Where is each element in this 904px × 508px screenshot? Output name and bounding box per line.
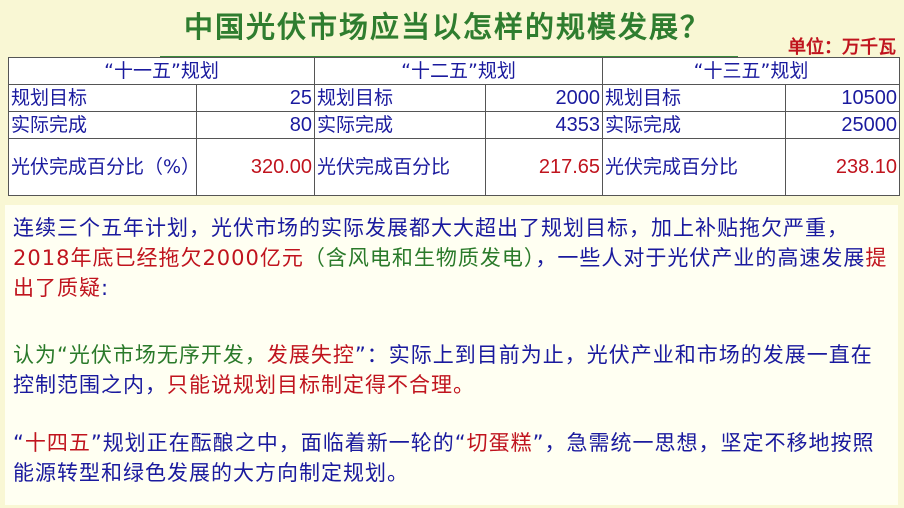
cell-value: 25 (196, 84, 315, 112)
table-row-target: 规划目标 25 规划目标 2000 规划目标 10500 (8, 84, 900, 112)
cell-value: 4353 (485, 111, 603, 139)
header-12th: “十二五”规划 (314, 57, 603, 85)
text-segment: 连续三个五年计划，光伏市场的实际发展都大大超出了规划目标，加上补贴拖欠严重， (13, 216, 849, 240)
cell-label: 规划目标 (314, 84, 486, 112)
cell-label: 实际完成 (602, 111, 786, 139)
text-segment: ”：实际上到目前为止，光伏产业和市场的发展一直在控制范围之内， (13, 343, 873, 397)
text-segment: 认为“光伏市场无序开发， (13, 343, 267, 367)
cell-value: 217.65 (485, 138, 603, 196)
text-segment: 2018年底已经拖欠2000亿元 (13, 246, 304, 270)
text-segment: 提出了质疑 (13, 246, 888, 300)
cell-label: 规划目标 (8, 84, 197, 112)
paragraph-3: “十四五”规划正在酝酿之中，面临着新一轮的“切蛋糕”，急需统一思想，坚定不移地按… (13, 428, 893, 488)
cell-label: 实际完成 (314, 111, 486, 139)
plan-table: “十一五”规划 “十二五”规划 “十三五”规划 规划目标 25 规划目标 200… (8, 57, 900, 196)
header-11th: “十一五”规划 (8, 57, 315, 85)
unit-label: 单位：万千瓦 (788, 37, 896, 58)
text-segment: 发展失控 (266, 343, 355, 367)
text-box (5, 205, 898, 505)
cell-label: 光伏完成百分比（%） (8, 138, 200, 196)
slide-title: 中国光伏市场应当以怎样的规模发展？ (183, 10, 711, 44)
text-segment: ”规划正在酝酿之中，面临着新一轮的“ (90, 431, 467, 455)
cell-label: 实际完成 (8, 111, 197, 139)
paragraph-2: 认为“光伏市场无序开发，发展失控”：实际上到目前为止，光伏产业和市场的发展一直在… (13, 340, 893, 400)
cell-value: 320.00 (196, 138, 315, 196)
cell-value: 25000 (785, 111, 900, 139)
table-header-row: “十一五”规划 “十二五”规划 “十三五”规划 (8, 57, 900, 85)
text-segment: : (101, 276, 110, 300)
cell-value: 238.10 (785, 138, 900, 196)
text-segment: （含风电和生物质发电） (303, 246, 536, 270)
text-segment: 切蛋糕 (466, 431, 533, 455)
text-segment: ”，急需统一思想，坚定不移地按照能源转型和绿色发展的大方向制定规划。 (13, 431, 875, 485)
text-segment: “ (13, 431, 25, 455)
cell-value: 80 (196, 111, 315, 139)
cell-label: 光伏完成百分比 (314, 138, 486, 196)
table-row-actual: 实际完成 80 实际完成 4353 实际完成 25000 (8, 111, 900, 139)
header-13th: “十三五”规划 (602, 57, 900, 85)
cell-label: 光伏完成百分比 (602, 138, 786, 196)
cell-value: 2000 (485, 84, 603, 112)
text-segment: 只能说规划目标制定得不合理。 (167, 373, 475, 397)
table-row-percent: 光伏完成百分比（%） 320.00 光伏完成百分比 217.65 光伏完成百分比… (8, 138, 900, 196)
text-segment: ，一些人对于光伏产业的高速发展 (535, 246, 866, 270)
paragraph-1: 连续三个五年计划，光伏市场的实际发展都大大超出了规划目标，加上补贴拖欠严重， 20… (13, 213, 893, 303)
text-segment: 十四五 (24, 431, 91, 455)
cell-label: 规划目标 (602, 84, 786, 112)
cell-value: 10500 (785, 84, 900, 112)
